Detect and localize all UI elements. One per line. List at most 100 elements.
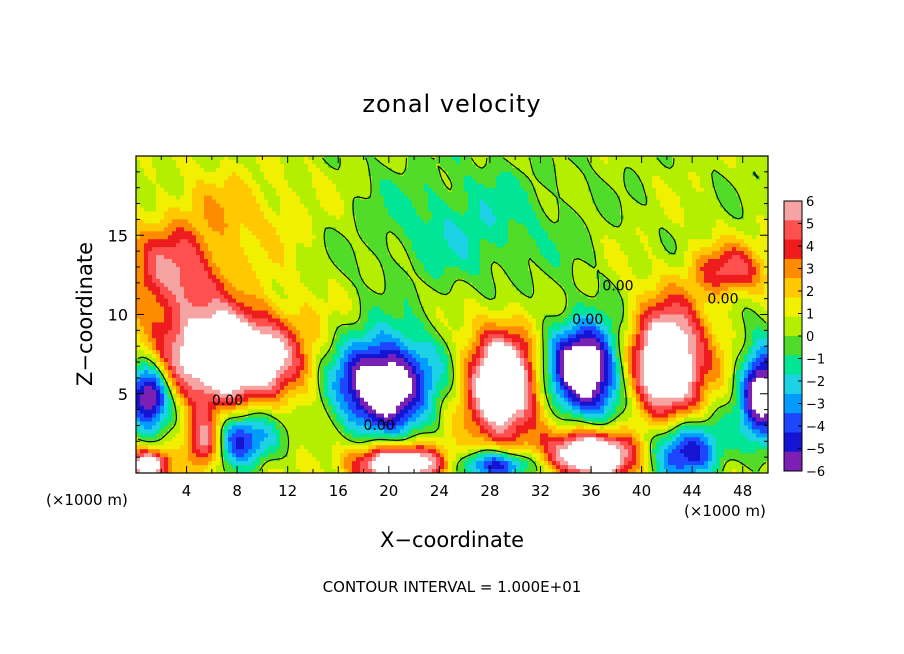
heatmap-cell xyxy=(276,219,281,224)
heatmap-cell xyxy=(196,167,201,173)
heatmap-cell xyxy=(152,171,157,177)
heatmap-cell xyxy=(160,183,165,189)
heatmap-cell xyxy=(660,215,665,220)
heatmap-cell xyxy=(732,183,737,189)
heatmap-cell xyxy=(740,223,745,228)
heatmap-cell xyxy=(240,235,245,240)
heatmap-cell xyxy=(400,262,405,268)
heatmap-cell xyxy=(316,231,321,236)
heatmap-cell xyxy=(508,247,513,252)
heatmap-cell xyxy=(180,251,185,256)
heatmap-cell xyxy=(420,262,425,268)
heatmap-cell xyxy=(584,259,589,264)
heatmap-cell xyxy=(152,251,157,256)
heatmap-cell xyxy=(332,235,337,240)
heatmap-cell xyxy=(388,239,393,244)
heatmap-cell xyxy=(484,215,489,220)
heatmap-cell xyxy=(148,159,153,165)
heatmap-cell xyxy=(440,207,445,213)
heatmap-cell xyxy=(444,211,449,217)
heatmap-cell xyxy=(380,167,385,173)
heatmap-cell xyxy=(720,171,725,177)
heatmap-cell xyxy=(416,215,421,220)
heatmap-cell xyxy=(692,239,697,244)
heatmap-cell xyxy=(336,243,341,248)
heatmap-cell xyxy=(308,247,313,252)
heatmap-cell xyxy=(752,239,757,244)
heatmap-cell xyxy=(740,219,745,224)
heatmap-cell xyxy=(420,163,425,169)
heatmap-cell xyxy=(332,266,337,272)
heatmap-cell xyxy=(504,163,509,169)
heatmap-cell xyxy=(264,231,269,236)
heatmap-cell xyxy=(572,203,577,209)
heatmap-cell xyxy=(380,227,385,232)
heatmap-cell xyxy=(520,191,525,197)
heatmap-cell xyxy=(548,195,553,201)
heatmap-cell xyxy=(684,255,689,260)
heatmap-cell xyxy=(664,266,669,272)
heatmap-cell xyxy=(716,215,721,220)
heatmap-cell xyxy=(732,175,737,181)
heatmap-cell xyxy=(516,227,521,232)
heatmap-cell xyxy=(724,227,729,232)
heatmap-cell xyxy=(360,227,365,232)
heatmap-cell xyxy=(344,215,349,220)
heatmap-cell xyxy=(176,235,181,240)
heatmap-cell xyxy=(472,207,477,213)
heatmap-cell xyxy=(512,159,517,165)
heatmap-cell xyxy=(524,191,529,197)
heatmap-cell xyxy=(524,207,529,213)
heatmap-cell xyxy=(500,219,505,224)
heatmap-cell xyxy=(692,262,697,268)
heatmap-cell xyxy=(396,227,401,232)
heatmap-cell xyxy=(152,219,157,224)
heatmap-cell xyxy=(244,215,249,220)
heatmap-cell xyxy=(656,243,661,248)
heatmap-cell xyxy=(656,270,661,276)
heatmap-cell xyxy=(304,274,309,280)
heatmap-cell xyxy=(388,243,393,248)
heatmap-cell xyxy=(528,278,533,284)
heatmap-cell xyxy=(372,179,377,185)
heatmap-cell xyxy=(384,251,389,256)
heatmap-cell xyxy=(560,239,565,244)
heatmap-cell xyxy=(636,251,641,256)
heatmap-cell xyxy=(192,247,197,252)
heatmap-cell xyxy=(684,207,689,213)
heatmap-cell xyxy=(752,243,757,248)
heatmap-cell xyxy=(524,255,529,260)
heatmap-cell xyxy=(308,274,313,280)
heatmap-cell xyxy=(492,219,497,224)
heatmap-cell xyxy=(428,156,433,161)
heatmap-cell xyxy=(328,191,333,197)
heatmap-cell xyxy=(376,171,381,177)
heatmap-cell xyxy=(760,227,765,232)
heatmap-cell xyxy=(272,203,277,209)
heatmap-cell xyxy=(364,239,369,244)
heatmap-cell xyxy=(500,215,505,220)
heatmap-cell xyxy=(388,235,393,240)
heatmap-cell xyxy=(700,243,705,248)
heatmap-cell xyxy=(340,239,345,244)
heatmap-cell xyxy=(460,255,465,260)
heatmap-cell xyxy=(700,251,705,256)
heatmap-cell xyxy=(760,247,765,252)
heatmap-cell xyxy=(536,219,541,224)
heatmap-cell xyxy=(216,231,221,236)
heatmap-cell xyxy=(484,195,489,201)
heatmap-cell xyxy=(328,215,333,220)
heatmap-cell xyxy=(196,231,201,236)
heatmap-cell xyxy=(716,243,721,248)
heatmap-cell xyxy=(204,171,209,177)
heatmap-cell xyxy=(292,156,297,161)
heatmap-cell xyxy=(252,207,257,213)
heatmap-cell xyxy=(396,195,401,201)
heatmap-cell xyxy=(292,191,297,197)
heatmap-cell xyxy=(636,211,641,217)
heatmap-cell xyxy=(136,171,141,177)
heatmap-cell xyxy=(264,259,269,264)
heatmap-cell xyxy=(344,262,349,268)
heatmap-cell xyxy=(480,251,485,256)
heatmap-cell xyxy=(732,156,737,161)
